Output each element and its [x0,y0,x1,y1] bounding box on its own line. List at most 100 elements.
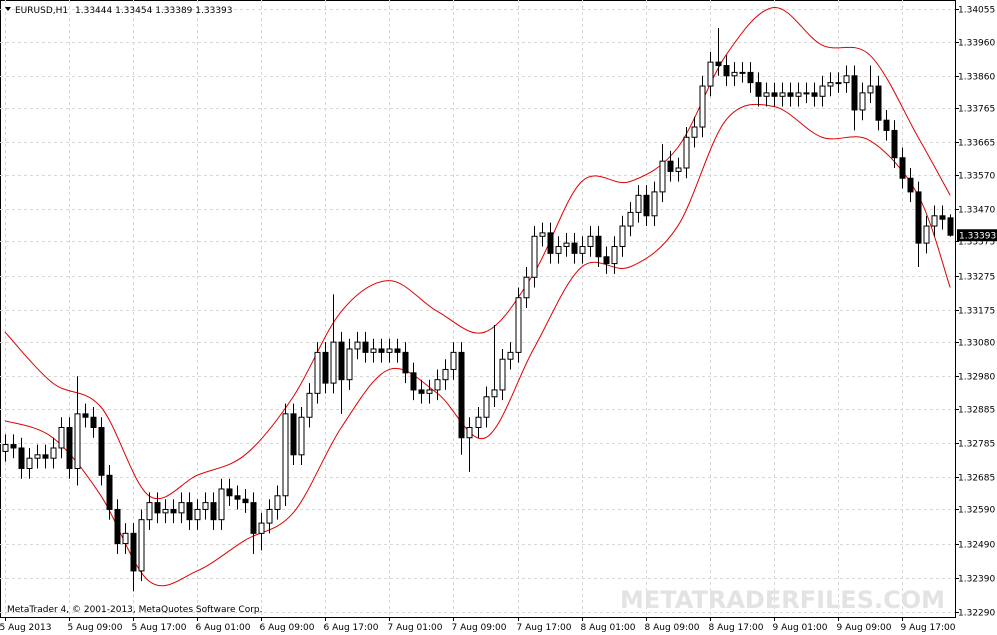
candle-body [843,75,850,84]
candle-body [539,232,546,237]
candle-body [579,246,586,254]
candle-body [90,416,97,428]
candle-body [362,341,369,353]
candle-body [450,351,457,370]
candle-body [915,191,922,244]
last-open: 1.33444 [75,6,112,16]
candle-body [306,392,313,418]
x-tick-label: 8 Aug 09:00 [645,623,700,633]
candle-body [10,444,17,449]
candle-body [162,508,169,514]
candle-body [515,297,522,353]
x-tick-label: 7 Aug 17:00 [517,623,572,633]
candle-body [643,194,650,217]
x-tick-label: 8 Aug 01:00 [581,623,636,633]
candle-body [282,413,289,497]
y-tick-label: 1.33665 [958,139,995,149]
candle-body [803,92,810,95]
candle-body [619,225,626,248]
candle-body [154,502,161,514]
symbol: EURUSD,H1 [15,6,68,16]
watermark: METATRADERFILES.COM [620,586,945,614]
candle-body [587,235,594,248]
price-box [957,229,997,242]
y-tick-label: 1.33765 [958,105,995,115]
legend-arrow [5,7,11,11]
candle-body [627,211,634,227]
candle-body [611,246,618,265]
plot-frame [0,0,956,618]
y-tick-label: 1.32490 [958,541,995,551]
candle-body [106,474,113,510]
y-tick-label: 1.33375 [958,238,995,248]
candle-body [771,92,778,97]
candle-body [170,508,177,514]
candle-body [42,454,49,459]
footer: MetaTrader 4, © 2001-2013, MetaQuotes So… [7,605,263,615]
last-low: 1.33389 [155,6,192,16]
candle-body [122,532,129,545]
y-tick-label: 1.33275 [958,273,995,283]
candle-body [178,502,185,514]
candle-body [354,341,361,350]
candle-body [835,82,842,85]
y-tick-label: 1.32785 [958,440,995,450]
candle-body [571,242,578,254]
candle-body [186,502,193,521]
candle-body [787,92,794,97]
x-tick-label: 6 Aug 01:00 [196,623,251,633]
candle-body [138,519,145,572]
candle-body [386,348,393,353]
y-tick-label: 1.33470 [958,206,995,216]
candle-body [290,413,297,456]
candle-body [50,447,57,459]
x-tick-label: 6 Aug 09:00 [260,623,315,633]
y-tick-label: 1.33570 [958,172,995,182]
candle-body [755,82,762,97]
candle-body [130,532,137,572]
candle-body [378,348,385,353]
candle-body [218,488,225,521]
candle-body [258,522,265,534]
candle-body [26,457,33,469]
candle-body [523,276,530,299]
price-label: 1.33393 [959,231,996,241]
candle-body [819,85,826,97]
x-tick-label: 5 Aug 2013 [0,623,51,633]
candle-body [370,348,377,353]
x-tick-label: 9 Aug 17:00 [901,623,956,633]
candle-body [651,191,658,217]
candle-body [298,416,305,456]
candle-body [346,348,353,381]
candle-body [250,502,257,534]
candles [2,27,954,592]
candle-body [667,160,674,172]
candle-body [907,177,914,193]
candle-body [330,341,337,384]
candle-body [507,351,514,360]
candle-body [314,351,321,394]
y-tick-label: 1.32590 [958,506,995,516]
legend: EURUSD,H1 1.33444 1.33454 1.33389 1.3339… [15,6,233,16]
x-tick-label: 5 Aug 17:00 [132,623,187,633]
y-tick-label: 1.32980 [958,373,995,383]
candle-body [707,61,714,87]
candle-body [899,157,906,179]
candle-body [683,136,690,169]
x-tick-label: 9 Aug 09:00 [837,623,892,633]
candle-body [466,426,473,439]
candle-body [547,232,554,254]
candle-body [875,85,882,121]
candle-body [779,92,786,97]
candle-body [827,82,834,87]
candle-body [739,71,746,74]
bands [4,7,951,587]
y-tick-label: 1.33080 [958,339,995,349]
candle-body [34,454,41,459]
x-tick-label: 9 Aug 01:00 [773,623,828,633]
candle-body [242,498,249,504]
candle-body [274,495,281,510]
candle-body [226,488,233,497]
x-tick-label: 5 Aug 09:00 [68,623,123,633]
y-tick-label: 1.33860 [958,73,995,83]
